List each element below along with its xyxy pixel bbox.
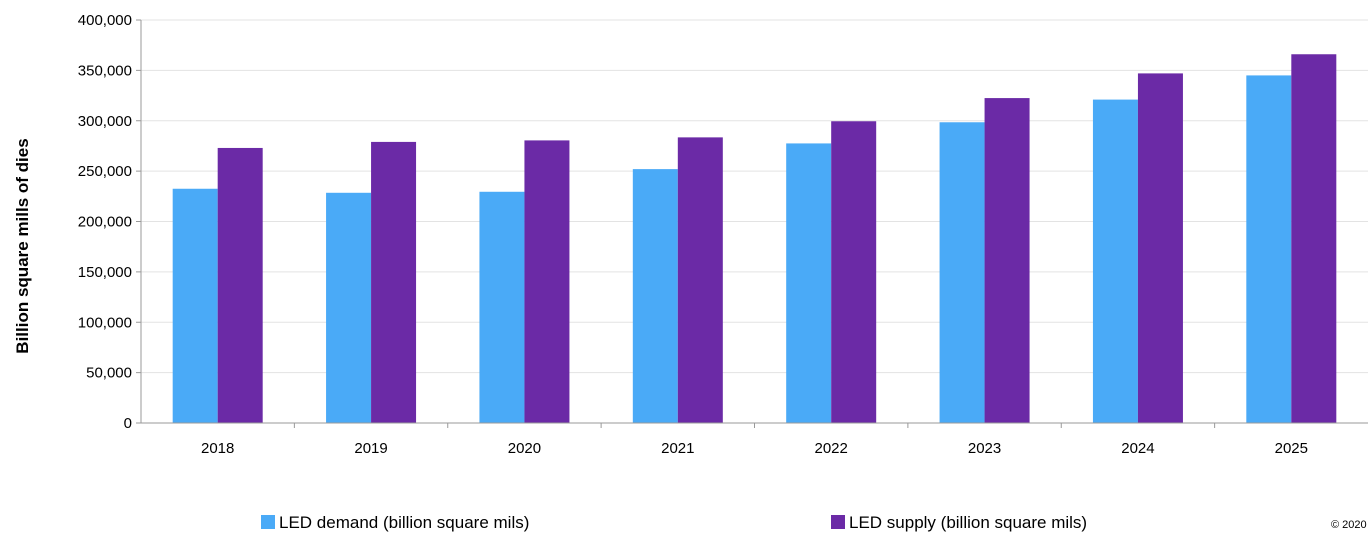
x-tick-label: 2022	[815, 440, 848, 457]
bar-supply-2018	[217, 147, 263, 423]
x-tick-label: 2024	[1121, 440, 1154, 457]
bar-demand-2019	[326, 192, 372, 423]
x-tick-label: 2025	[1275, 440, 1308, 457]
bar-supply-2022	[831, 121, 877, 423]
bar-supply-2019	[371, 141, 417, 423]
bar-supply-2024	[1137, 73, 1183, 424]
bar-demand-2025	[1246, 75, 1292, 423]
x-tick-label: 2021	[661, 440, 694, 457]
bar-demand-2022	[786, 143, 832, 423]
x-tick-label: 2020	[508, 440, 541, 457]
legend-label-supply: LED supply (billion square mils)	[849, 513, 1087, 532]
bar-supply-2020	[524, 140, 570, 424]
bar-demand-2021	[632, 169, 678, 423]
y-tick-label: 0	[124, 415, 132, 432]
bar-demand-2018	[172, 188, 218, 423]
bar-supply-2021	[677, 137, 723, 423]
y-axis-label: Billion square mills of dies	[13, 138, 32, 353]
x-tick-label: 2018	[201, 440, 234, 457]
gridlines	[141, 19, 1368, 374]
bars	[172, 54, 1337, 424]
y-tick-label: 350,000	[78, 62, 132, 79]
y-tick-label: 250,000	[78, 163, 132, 180]
bar-demand-2023	[939, 122, 985, 423]
copyright-credit: © 2020 Omd	[1331, 519, 1368, 531]
y-tick-label: 200,000	[78, 214, 132, 231]
y-tick-label: 100,000	[78, 314, 132, 331]
y-tick-label: 50,000	[86, 365, 132, 382]
x-tick-label: 2023	[968, 440, 1001, 457]
y-tick-label: 150,000	[78, 264, 132, 281]
y-tick-label: 300,000	[78, 113, 132, 130]
x-tick-label: 2019	[354, 440, 387, 457]
legend-swatch-demand	[261, 515, 275, 529]
bar-supply-2025	[1291, 54, 1337, 423]
y-tick-label: 400,000	[78, 12, 132, 29]
legend-swatch-supply	[831, 515, 845, 529]
legend: LED demand (billion square mils) LED supp…	[261, 513, 1087, 532]
legend-label-demand: LED demand (billion square mils)	[279, 513, 529, 532]
bar-demand-2024	[1092, 99, 1138, 423]
x-tick-labels: 2018 2019 2020 2021 2022 2023 2024 2025	[201, 423, 1308, 457]
bar-supply-2023	[984, 98, 1030, 424]
bar-demand-2020	[479, 191, 525, 423]
y-tick-labels: 0 50,000 100,000 150,000 200,000 250,000 300,0…	[78, 12, 141, 432]
